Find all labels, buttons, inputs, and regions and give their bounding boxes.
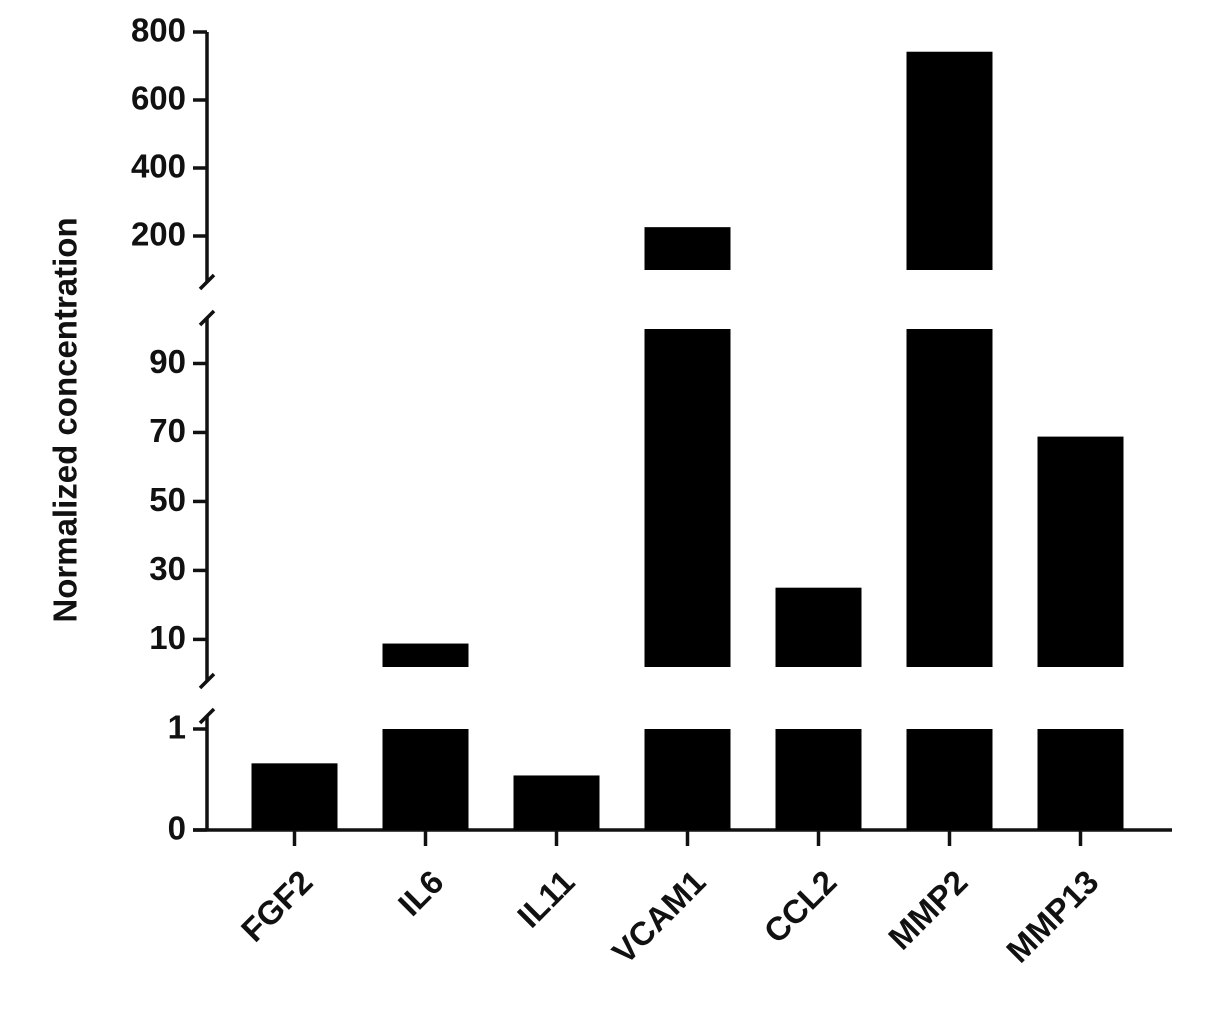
y-tick-label: 90 bbox=[149, 343, 186, 380]
bar bbox=[513, 775, 600, 830]
bar bbox=[644, 329, 731, 667]
y-tick-label: 0 bbox=[168, 810, 186, 847]
x-tick-label: MMP2 bbox=[881, 863, 975, 957]
x-tick-label: CCL2 bbox=[757, 863, 844, 950]
bar bbox=[906, 329, 993, 667]
bar bbox=[906, 729, 993, 830]
axis-break bbox=[198, 707, 216, 725]
y-tick-label: 200 bbox=[131, 216, 186, 253]
y-tick-label: 10 bbox=[149, 619, 186, 656]
bar bbox=[382, 643, 469, 667]
y-tick-label: 1 bbox=[168, 709, 186, 746]
axis-break bbox=[198, 672, 216, 690]
bar bbox=[1037, 729, 1124, 830]
y-tick-label: 400 bbox=[131, 148, 186, 185]
y-tick-label: 800 bbox=[131, 12, 186, 49]
x-tick-label: FGF2 bbox=[234, 863, 320, 949]
bar bbox=[644, 729, 731, 830]
bar bbox=[251, 763, 338, 830]
bar bbox=[775, 729, 862, 830]
bar bbox=[1037, 436, 1124, 667]
y-tick-label: 70 bbox=[149, 412, 186, 449]
bar bbox=[775, 587, 862, 667]
y-tick-label: 50 bbox=[149, 481, 186, 518]
y-axis-title: Normalized concentration bbox=[47, 217, 84, 622]
x-tick-label: IL6 bbox=[391, 863, 451, 923]
x-tick-label: VCAM1 bbox=[605, 863, 713, 971]
bar bbox=[382, 729, 469, 830]
y-tick-label: 600 bbox=[131, 80, 186, 117]
bar bbox=[906, 51, 993, 270]
y-tick-label: 30 bbox=[149, 550, 186, 587]
x-tick-label: IL11 bbox=[510, 863, 582, 935]
axis-break bbox=[198, 309, 216, 327]
x-tick-label: MMP13 bbox=[999, 863, 1106, 970]
bar bbox=[644, 227, 731, 270]
axis-break bbox=[198, 273, 216, 291]
